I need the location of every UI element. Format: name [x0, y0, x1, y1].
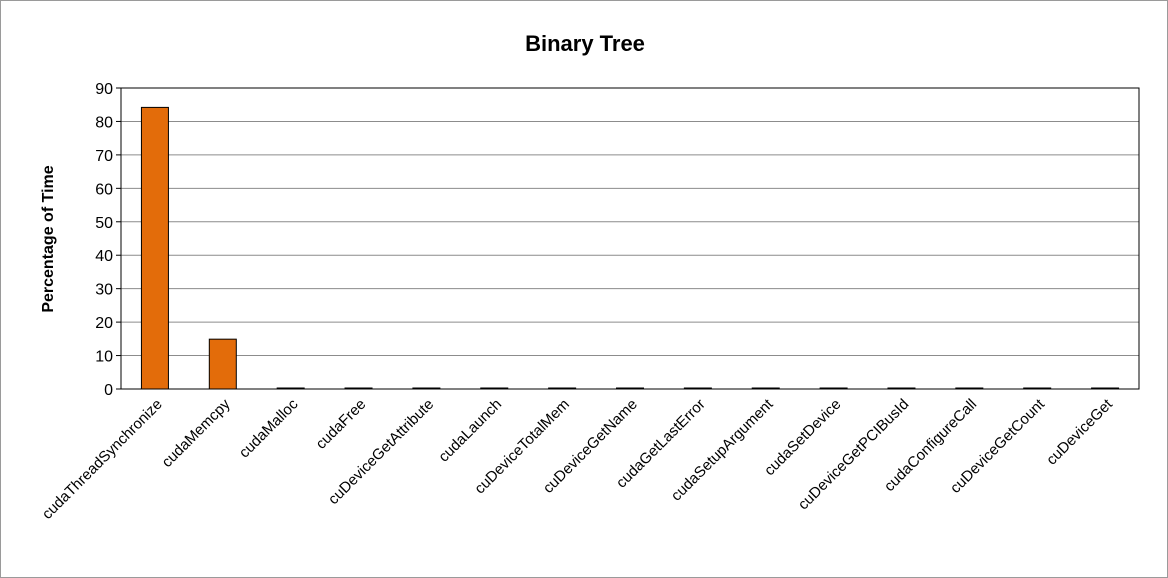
- y-axis-label: Percentage of Time: [40, 165, 57, 312]
- bar: [140, 106, 169, 390]
- gridlines: [116, 87, 1139, 390]
- x-tick-label: cudaThreadSynchronize: [39, 396, 166, 523]
- x-tick-label: cudaLaunch: [435, 396, 505, 466]
- y-tick-label: 10: [95, 349, 113, 366]
- x-tick-label: cudaMalloc: [236, 395, 302, 461]
- y-tick-label: 90: [95, 81, 113, 98]
- y-tick-label: 30: [95, 282, 113, 299]
- y-tick-label: 20: [95, 315, 113, 332]
- x-tick-label: cuDeviceGetPCIBusId: [795, 396, 913, 514]
- y-tick-label: 50: [95, 215, 113, 232]
- y-tick-label: 70: [95, 148, 113, 165]
- chart-title: Binary Tree: [525, 31, 645, 56]
- bar: [208, 338, 237, 390]
- y-tick-label: 40: [95, 248, 113, 265]
- y-tick-label: 80: [95, 114, 113, 131]
- y-tick-label: 0: [104, 382, 113, 399]
- y-tick-labels: 0 10 20 30 40 50 60 70 80 90: [95, 81, 113, 399]
- bars: [140, 106, 1120, 390]
- plot-area-border: [120, 87, 1140, 390]
- y-tick-label: 60: [95, 181, 113, 198]
- x-tick-label: cudaMemcpy: [159, 395, 234, 470]
- x-tick-label: cuDeviceGet: [1043, 395, 1116, 468]
- x-tick-label: cudaFree: [313, 396, 370, 453]
